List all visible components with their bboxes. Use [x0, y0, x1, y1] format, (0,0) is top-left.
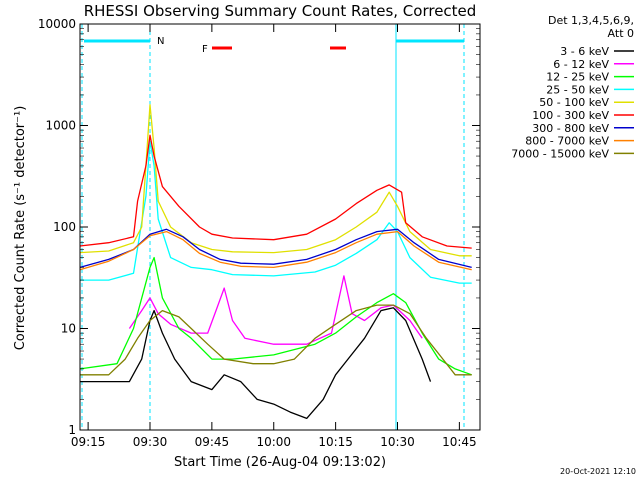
legend-label-800-7000-kev: 800 - 7000 keV [525, 135, 609, 148]
legend-label-3-6-kev: 3 - 6 keV [560, 45, 609, 58]
y-axis-label: Corrected Count Rate (s⁻¹ detector⁻¹) [13, 106, 28, 351]
legend-label-300-800-kev: 300 - 800 keV [532, 122, 609, 135]
series-line-300-800-kev [79, 228, 472, 269]
legend-label-100-300-kev: 100 - 300 keV [532, 109, 609, 122]
series-line-7000-15000-kev [79, 304, 472, 376]
series-line-50-100-kev [79, 104, 472, 257]
legend-label-7000-15000-kev: 7000 - 15000 keV [511, 147, 609, 160]
x-tick-label: 09:30 [133, 435, 168, 449]
x-tick-label: 10:45 [442, 435, 477, 449]
x-axis-label: Start Time (26-Aug-04 09:13:02) [174, 455, 386, 470]
chart-title: RHESSI Observing Summary Count Rates, Co… [84, 2, 477, 20]
legend-header-line-1: Det 1,3,4,5,6,9, [548, 14, 634, 27]
x-tick-label: 09:45 [195, 435, 230, 449]
footer-date: 20-Oct-2021 12:10 [560, 467, 636, 476]
x-tick-label: 09:15 [71, 435, 106, 449]
legend-label-6-12-kev: 6 - 12 keV [553, 58, 609, 71]
x-tick-label: 10:30 [380, 435, 415, 449]
series-line-25-50-kev [79, 140, 472, 284]
series-line-800-7000-kev [79, 230, 472, 271]
series-line-100-300-kev [79, 134, 472, 249]
y-tick-label: 1 [68, 423, 76, 437]
flag-n-label: N [157, 36, 164, 47]
y-tick-label: 1000 [45, 119, 76, 133]
y-tick-label: 10 [61, 322, 76, 336]
series-line-6-12-kev [128, 275, 423, 345]
y-tick-label: 100 [53, 220, 76, 234]
y-tick-label: 10000 [38, 17, 76, 31]
legend-label-25-50-kev: 25 - 50 keV [546, 83, 609, 96]
legend-label-50-100-kev: 50 - 100 keV [539, 96, 609, 109]
legend-header-line-2: Att 0 [608, 27, 634, 40]
x-tick-label: 10:00 [256, 435, 291, 449]
x-tick-label: 10:15 [318, 435, 353, 449]
series-layer [79, 104, 472, 420]
flag-f-label: F [202, 44, 208, 55]
axes-layer: 09:15 09:30 09:45 10:00 10:15 10:30 10:45 1 10 10… [38, 17, 480, 449]
legend-label-12-25-kev: 12 - 25 keV [546, 71, 609, 84]
